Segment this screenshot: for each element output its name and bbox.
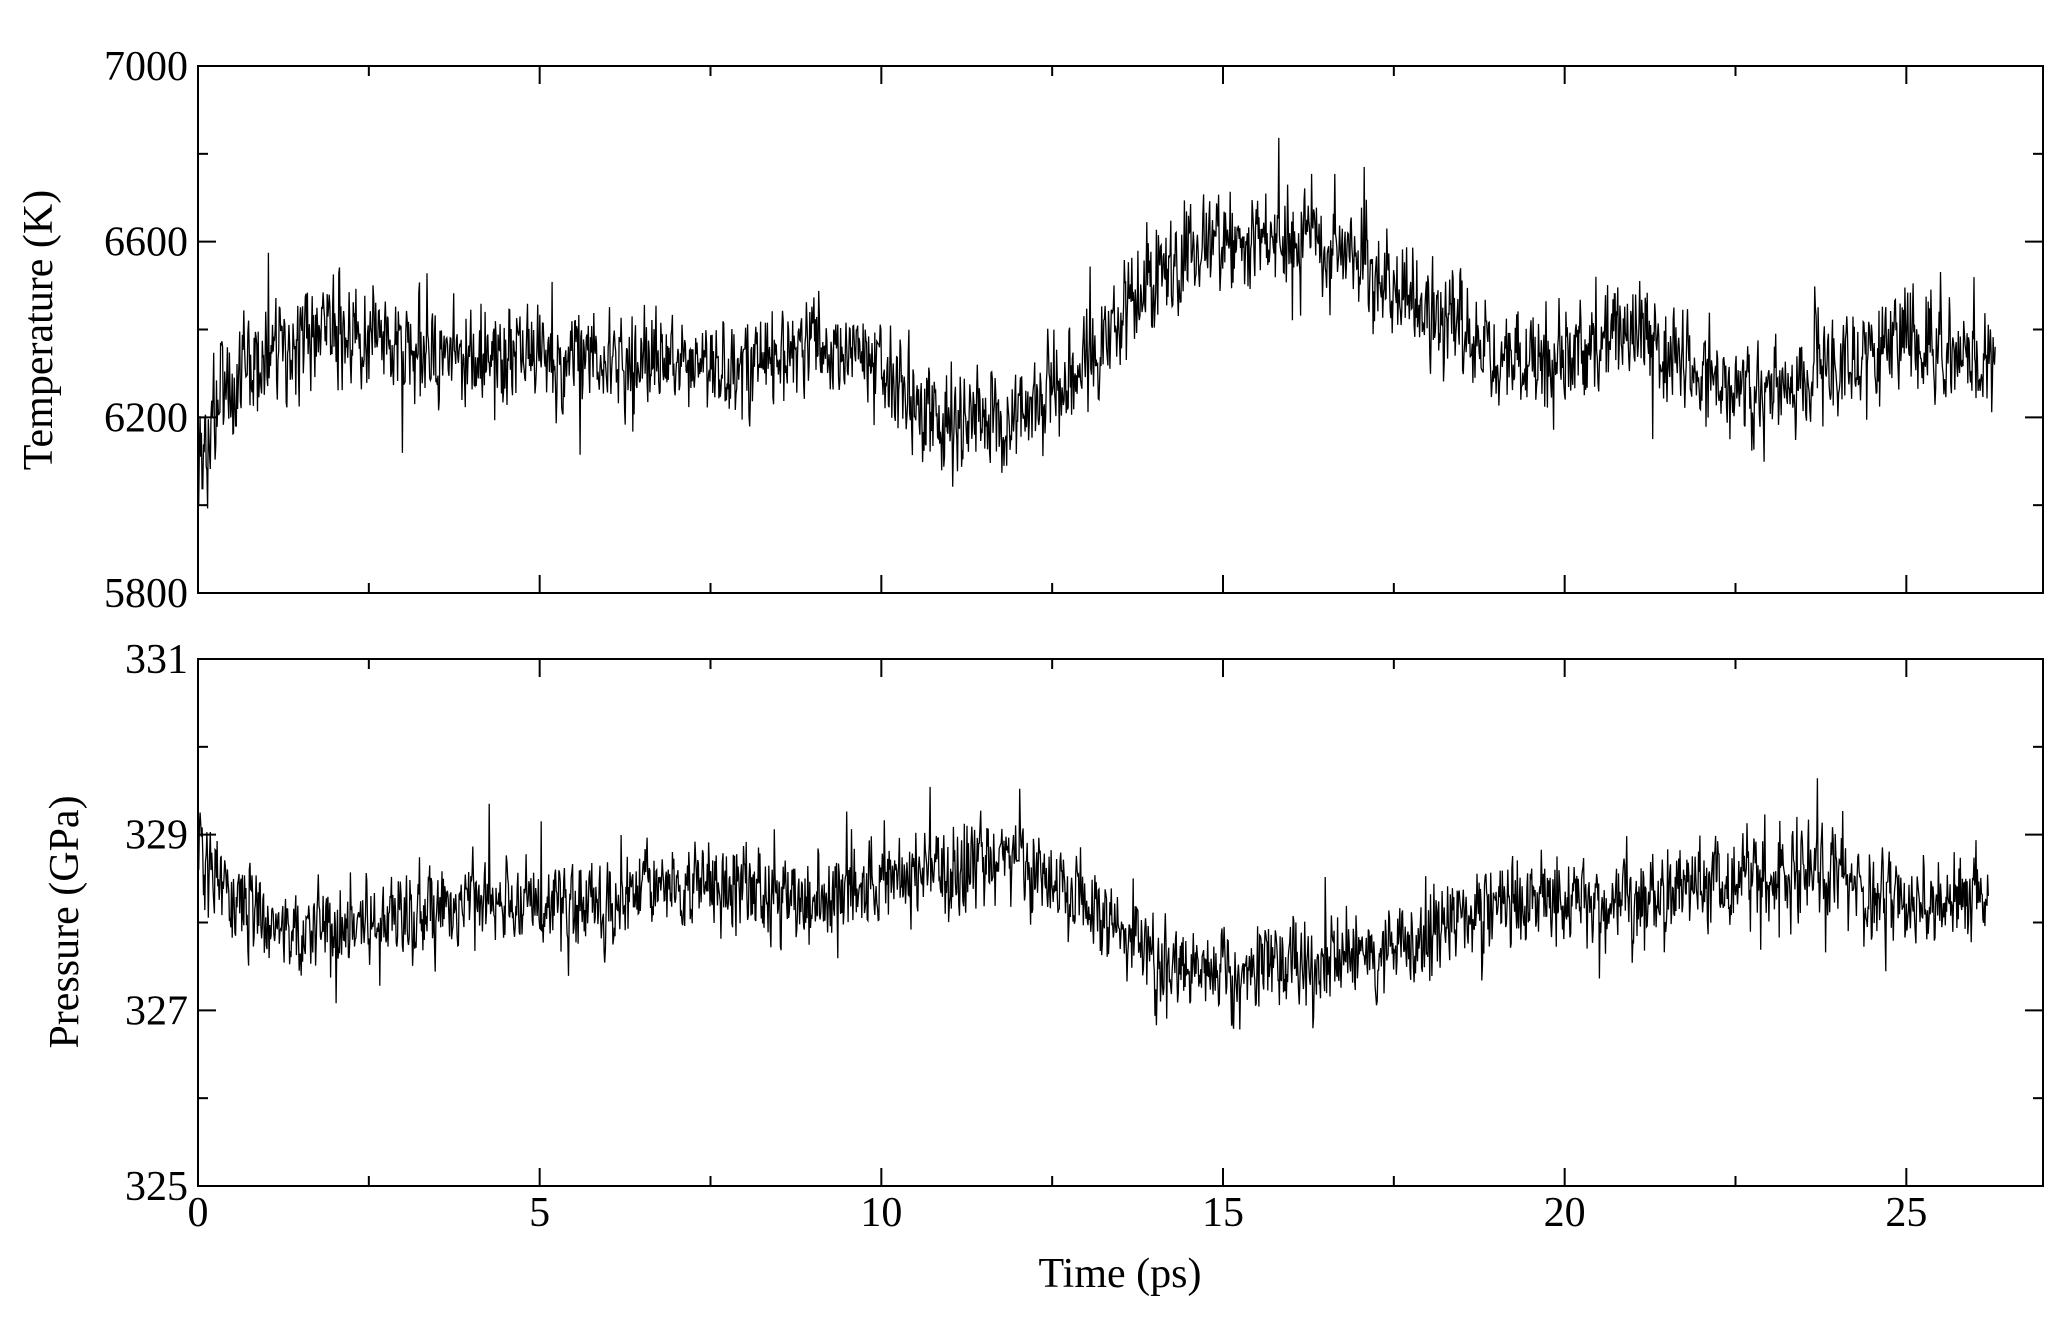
temperature-ticks (197, 65, 2043, 594)
temperature-ylabel: Temperature (K) (16, 190, 62, 470)
x-tick-label: 15 (1202, 1190, 1244, 1236)
y-tick-label: 331 (125, 637, 188, 683)
y-tick-label: 7000 (104, 44, 188, 90)
pressure-ticks (197, 658, 2043, 1187)
pressure-ylabel: Pressure (GPa) (42, 795, 88, 1048)
y-tick-label: 325 (125, 1164, 188, 1210)
x-tick-label: 10 (860, 1190, 902, 1236)
pressure-xtick-labels: 0 5 10 15 20 25 (188, 1190, 1928, 1236)
time-xlabel: Time (ps) (1039, 1251, 1202, 1297)
temperature-ytick-labels: 5800 6200 6600 7000 (104, 44, 188, 617)
y-tick-label: 329 (125, 813, 188, 859)
x-tick-label: 20 (1544, 1190, 1586, 1236)
pressure-ytick-labels: 325 327 329 331 (125, 637, 188, 1210)
pressure-series-line (197, 778, 1989, 1030)
x-tick-label: 25 (1885, 1190, 1927, 1236)
y-tick-label: 327 (125, 988, 188, 1034)
temperature-panel: 5800 6200 6600 7000 Temperature (K) (16, 44, 2044, 617)
x-tick-label: 0 (188, 1190, 209, 1236)
y-tick-label: 6600 (104, 220, 188, 266)
temperature-series-line (197, 137, 1996, 509)
y-tick-label: 6200 (104, 395, 188, 441)
pressure-panel: 325 327 329 331 0 5 10 15 20 25 Pressure (GPa) T… (42, 637, 2044, 1297)
y-tick-label: 5800 (104, 571, 188, 617)
x-tick-label: 5 (529, 1190, 550, 1236)
